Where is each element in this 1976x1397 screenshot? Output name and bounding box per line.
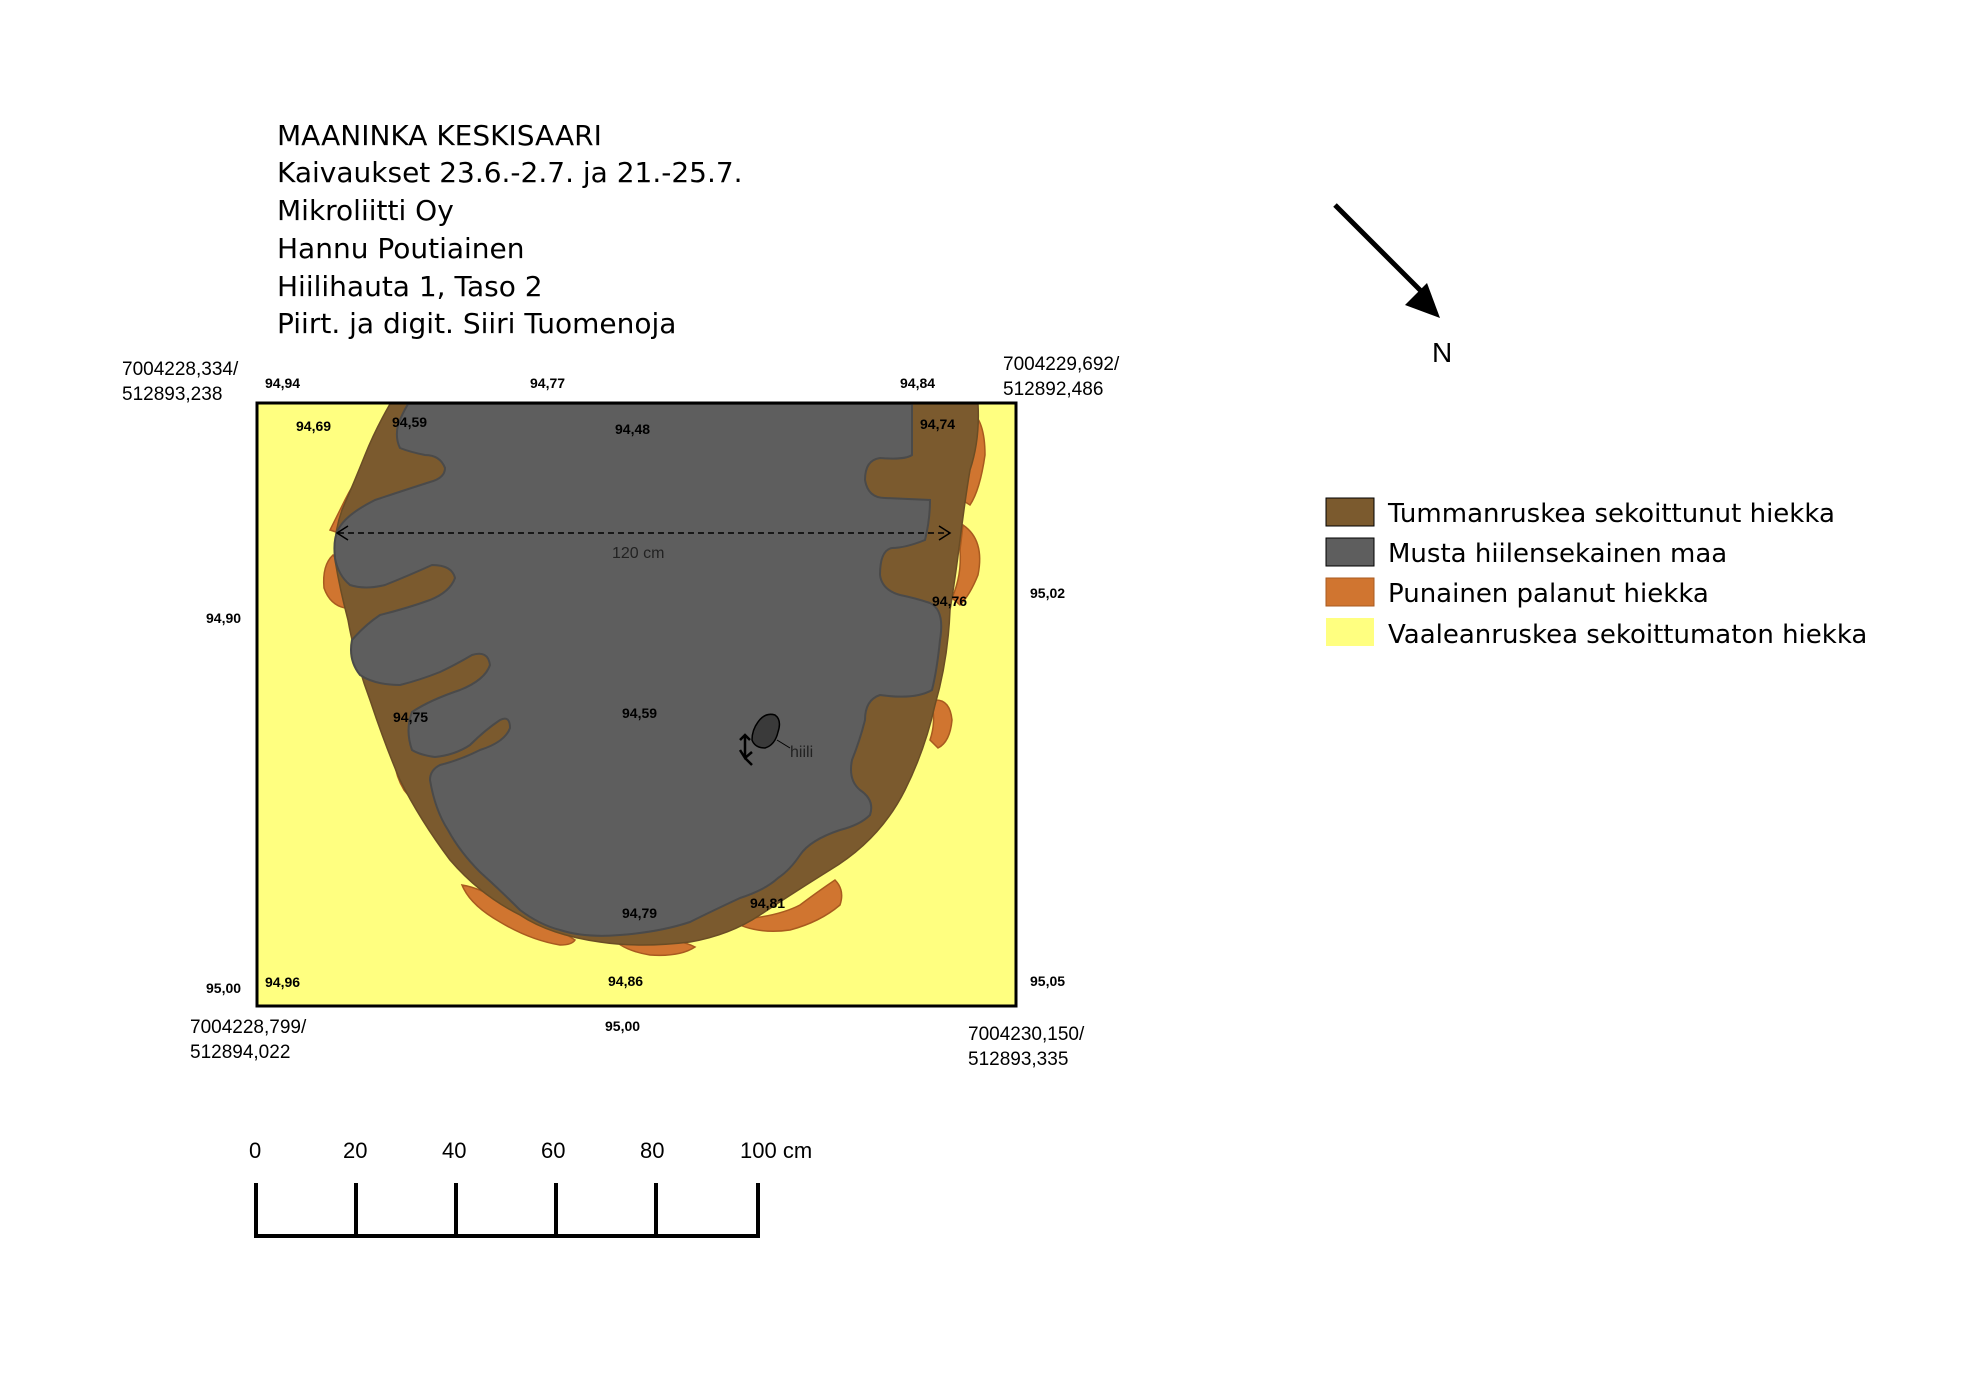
scale-tick-label: 60 [541, 1138, 565, 1163]
legend: Tummanruskea sekoittunut hiekka Musta hi… [1325, 497, 1867, 650]
corner-top-left-line1: 7004228,334/ [122, 359, 239, 380]
scale-tick-label: 80 [640, 1138, 664, 1163]
header-line-feature: Hiilihauta 1, Taso 2 [277, 270, 543, 303]
legend-swatch-black-soil [1325, 537, 1375, 567]
scale-tick-label: 40 [442, 1138, 466, 1163]
elevation-label: 95,00 [605, 1018, 640, 1034]
elevation-label: 94,59 [622, 705, 657, 721]
corner-bottom-right-line2: 512893,335 [968, 1049, 1068, 1070]
scale-tick-label: 0 [249, 1138, 261, 1163]
elevation-readings: 94,94 94,77 94,84 94,69 94,59 94,48 94,7… [206, 375, 1065, 1034]
elevation-label: 95,00 [206, 980, 241, 996]
legend-label-light-sand: Vaaleanruskea sekoittumaton hiekka [1388, 620, 1867, 650]
scale-tick-label: 20 [343, 1138, 367, 1163]
elevation-label: 94,94 [265, 375, 300, 391]
corner-bottom-left-line1: 7004228,799/ [190, 1017, 307, 1038]
measurement-120cm: 120 cm [335, 525, 952, 562]
legend-swatch-dark-brown [1325, 497, 1375, 527]
charcoal-find: hiili [738, 713, 813, 766]
elevation-label: 94,77 [530, 375, 565, 391]
elevation-label: 94,81 [750, 895, 785, 911]
elevation-label: 94,86 [608, 973, 643, 989]
north-arrow: N [1333, 203, 1452, 368]
elevation-label: 94,59 [392, 414, 427, 430]
elevation-label: 95,05 [1030, 973, 1065, 989]
black-charcoal-soil [333, 403, 943, 937]
legend-label-dark-brown: Tummanruskea sekoittunut hiekka [1387, 499, 1835, 529]
elevation-label: 94,76 [932, 593, 967, 609]
scale-bar: 0 20 40 60 80 100 cm [249, 1138, 812, 1238]
header-line-person: Hannu Poutiainen [277, 232, 525, 265]
elevation-label: 95,02 [1030, 585, 1065, 601]
charcoal-label: hiili [790, 744, 813, 761]
elevation-label: 94,90 [206, 610, 241, 626]
header-line-company: Mikroliitti Oy [277, 194, 454, 227]
elevation-label: 94,84 [900, 375, 935, 391]
plan-frame [255, 401, 1018, 1008]
elevation-label: 94,96 [265, 974, 300, 990]
legend-label-black-soil: Musta hiilensekainen maa [1388, 539, 1727, 569]
header-block: MAANINKA KESKISAARI Kaivaukset 23.6.-2.7… [277, 119, 743, 340]
corner-bottom-right-line1: 7004230,150/ [968, 1024, 1085, 1045]
north-label: N [1432, 337, 1452, 368]
legend-swatch-burnt-sand [1325, 577, 1375, 607]
corner-coordinates: 7004228,334/ 512893,238 7004229,692/ 512… [122, 354, 1120, 1070]
legend-label-burnt-sand: Punainen palanut hiekka [1388, 579, 1709, 609]
header-line-dates: Kaivaukset 23.6.-2.7. ja 21.-25.7. [277, 156, 743, 189]
elevation-label: 94,74 [920, 416, 955, 432]
scale-tick-label: 100 cm [740, 1138, 812, 1163]
elevation-label: 94,48 [615, 421, 650, 437]
elevation-label: 94,75 [393, 709, 428, 725]
elevation-label: 94,79 [622, 905, 657, 921]
north-arrow-icon [1333, 203, 1430, 300]
corner-bottom-left-line2: 512894,022 [190, 1042, 290, 1063]
legend-swatch-light-sand [1326, 618, 1374, 646]
corner-top-right-line2: 512892,486 [1003, 379, 1103, 400]
elevation-label: 94,69 [296, 418, 331, 434]
corner-top-right-line1: 7004229,692/ [1003, 354, 1120, 375]
scale-bar-ruler [254, 1183, 760, 1238]
header-line-drawer: Piirt. ja digit. Siiri Tuomenoja [277, 307, 676, 340]
measurement-label: 120 cm [612, 545, 664, 562]
corner-top-left-line2: 512893,238 [122, 384, 222, 405]
charcoal-piece-icon [751, 713, 781, 749]
header-line-site: MAANINKA KESKISAARI [277, 119, 602, 152]
